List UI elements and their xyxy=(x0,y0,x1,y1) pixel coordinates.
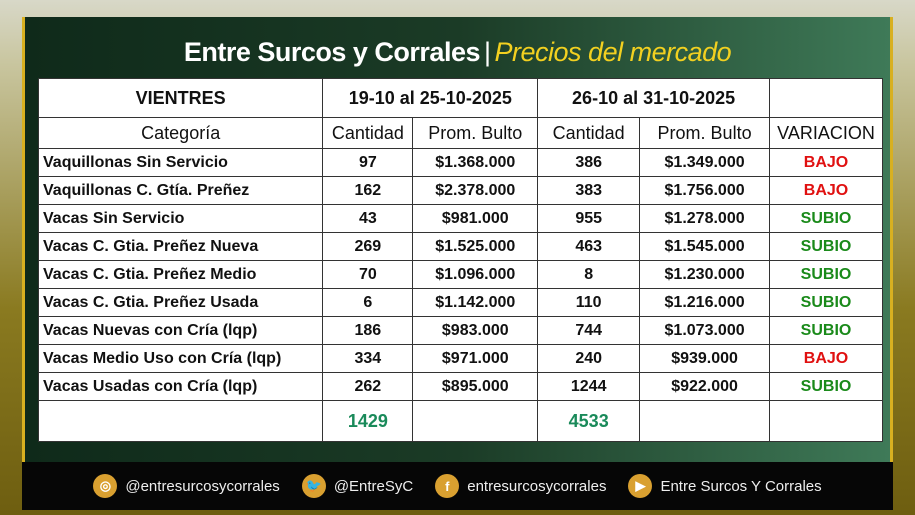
cell-category: Vacas C. Gtia. Preñez Usada xyxy=(37,288,324,317)
cell-qty2: 110 xyxy=(537,288,641,317)
cell-price1: $983.000 xyxy=(412,316,539,345)
group-header: VIENTRES xyxy=(37,78,324,118)
table-row: Vacas Nuevas con Cría (lqp) 186 $983.000 74… xyxy=(37,316,883,345)
cell-price1: $1.096.000 xyxy=(412,260,539,289)
cell-qty2: 8 xyxy=(537,260,641,289)
cell-category: Vacas Nuevas con Cría (lqp) xyxy=(37,316,324,345)
title-subtitle: Precios del mercado xyxy=(494,37,732,67)
cell-qty1: 97 xyxy=(322,148,414,177)
cell-qty2: 744 xyxy=(537,316,641,345)
cell-qty2: 955 xyxy=(537,204,641,233)
page-title: Entre Surcos y Corrales | Precios del merc… xyxy=(25,37,890,68)
cell-variation: SUBIO xyxy=(769,316,883,345)
cell-price1: $981.000 xyxy=(412,204,539,233)
price-table: VIENTRES 19-10 al 25-10-2025 26-10 al 31… xyxy=(37,78,883,442)
period1-header: 19-10 al 25-10-2025 xyxy=(322,78,539,118)
cell-price2: $1.278.000 xyxy=(639,204,770,233)
cell-price2: $1.230.000 xyxy=(639,260,770,289)
period2-header: 26-10 al 31-10-2025 xyxy=(537,78,770,118)
cell-variation: BAJO xyxy=(769,344,883,373)
cell-qty2: 386 xyxy=(537,148,641,177)
social-label: @EntreSyC xyxy=(333,477,414,495)
twitter-icon: 🐦 xyxy=(301,474,326,498)
main-panel: Entre Surcos y Corrales | Precios del merc… xyxy=(22,17,893,462)
table-row: Vacas Medio Uso con Cría (lqp) 334 $971.00… xyxy=(37,344,883,373)
cell-price1: $1.142.000 xyxy=(412,288,539,317)
cell-variation: BAJO xyxy=(769,176,883,205)
cell-price2: $922.000 xyxy=(639,372,770,401)
cell-price1: $1.368.000 xyxy=(412,148,539,177)
column-header: Prom. Bulto xyxy=(639,117,770,149)
cell-qty1: 43 xyxy=(322,204,414,233)
column-header: Categoría xyxy=(37,117,324,149)
title-main: Entre Surcos y Corrales xyxy=(183,37,481,67)
social-label: Entre Surcos Y Corrales xyxy=(660,477,822,495)
table-row: Vacas C. Gtia. Preñez Nueva 269 $1.525.000… xyxy=(37,232,883,261)
totals-row: 1429 4533 xyxy=(37,400,883,442)
cell-category: Vacas Usadas con Cría (lqp) xyxy=(37,372,324,401)
cell-price2: $1.073.000 xyxy=(639,316,770,345)
cell-qty1: 70 xyxy=(322,260,414,289)
table-row: Vacas Usadas con Cría (lqp) 262 $895.000 12… xyxy=(37,372,883,401)
social-link[interactable]: 🐦 @EntreSyC xyxy=(301,474,414,498)
social-label: @entresurcosycorrales xyxy=(125,477,280,495)
social-link[interactable]: ◎ @entresurcosycorrales xyxy=(93,474,280,498)
cell-qty2: 1244 xyxy=(537,372,641,401)
cell-variation: SUBIO xyxy=(769,204,883,233)
title-separator: | xyxy=(484,37,491,67)
cell-price2: $1.545.000 xyxy=(639,232,770,261)
cell-qty1: 262 xyxy=(322,372,414,401)
cell-qty1: 186 xyxy=(322,316,414,345)
cell-category: Vacas C. Gtia. Preñez Medio xyxy=(37,260,324,289)
cell-category: Vaquillonas Sin Servicio xyxy=(37,148,324,177)
cell-qty1: 334 xyxy=(322,344,414,373)
cell-price2: $1.756.000 xyxy=(639,176,770,205)
cell-qty1: 162 xyxy=(322,176,414,205)
cell-qty2: 463 xyxy=(537,232,641,261)
social-footer: ◎ @entresurcosycorrales 🐦 @EntreSyC f entresu… xyxy=(22,462,893,510)
column-header: Prom. Bulto xyxy=(412,117,539,149)
column-header: VARIACION xyxy=(769,117,883,149)
cell-price1: $971.000 xyxy=(412,344,539,373)
cell-price2: $1.216.000 xyxy=(639,288,770,317)
empty-header xyxy=(769,78,883,118)
column-header: Cantidad xyxy=(537,117,641,149)
cell-category: Vacas Medio Uso con Cría (lqp) xyxy=(37,344,324,373)
cell-variation: SUBIO xyxy=(769,260,883,289)
cell-price1: $895.000 xyxy=(412,372,539,401)
table-row: Vacas Sin Servicio 43 $981.000 955 $1.278.00… xyxy=(37,204,883,233)
facebook-icon: f xyxy=(435,474,460,498)
cell-price2: $1.349.000 xyxy=(639,148,770,177)
social-link[interactable]: ▶ Entre Surcos Y Corrales xyxy=(628,474,822,498)
social-link[interactable]: f entresurcosycorrales xyxy=(435,474,606,498)
total-period2: 4533 xyxy=(537,400,641,442)
cell-category: Vacas Sin Servicio xyxy=(37,204,324,233)
table-row: Vacas C. Gtia. Preñez Medio 70 $1.096.000 8… xyxy=(37,260,883,289)
cell-variation: SUBIO xyxy=(769,372,883,401)
social-label: entresurcosycorrales xyxy=(467,477,607,495)
cell-variation: SUBIO xyxy=(769,288,883,317)
cell-price1: $1.525.000 xyxy=(412,232,539,261)
cell-price2: $939.000 xyxy=(639,344,770,373)
cell-category: Vaquillonas C. Gtía. Preñez xyxy=(37,176,324,205)
total-period1: 1429 xyxy=(322,400,414,442)
column-header: Cantidad xyxy=(322,117,414,149)
cell-qty1: 6 xyxy=(322,288,414,317)
cell-category: Vacas C. Gtia. Preñez Nueva xyxy=(37,232,324,261)
instagram-icon: ◎ xyxy=(93,474,118,498)
table-row: Vaquillonas C. Gtía. Preñez 162 $2.378.000… xyxy=(37,176,883,205)
table-row: Vaquillonas Sin Servicio 97 $1.368.000 386 $… xyxy=(37,148,883,177)
cell-variation: BAJO xyxy=(769,148,883,177)
table-row: Vacas C. Gtia. Preñez Usada 6 $1.142.000 11… xyxy=(37,288,883,317)
cell-qty1: 269 xyxy=(322,232,414,261)
cell-qty2: 383 xyxy=(537,176,641,205)
youtube-icon: ▶ xyxy=(628,474,653,498)
cell-variation: SUBIO xyxy=(769,232,883,261)
cell-price1: $2.378.000 xyxy=(412,176,539,205)
cell-qty2: 240 xyxy=(537,344,641,373)
